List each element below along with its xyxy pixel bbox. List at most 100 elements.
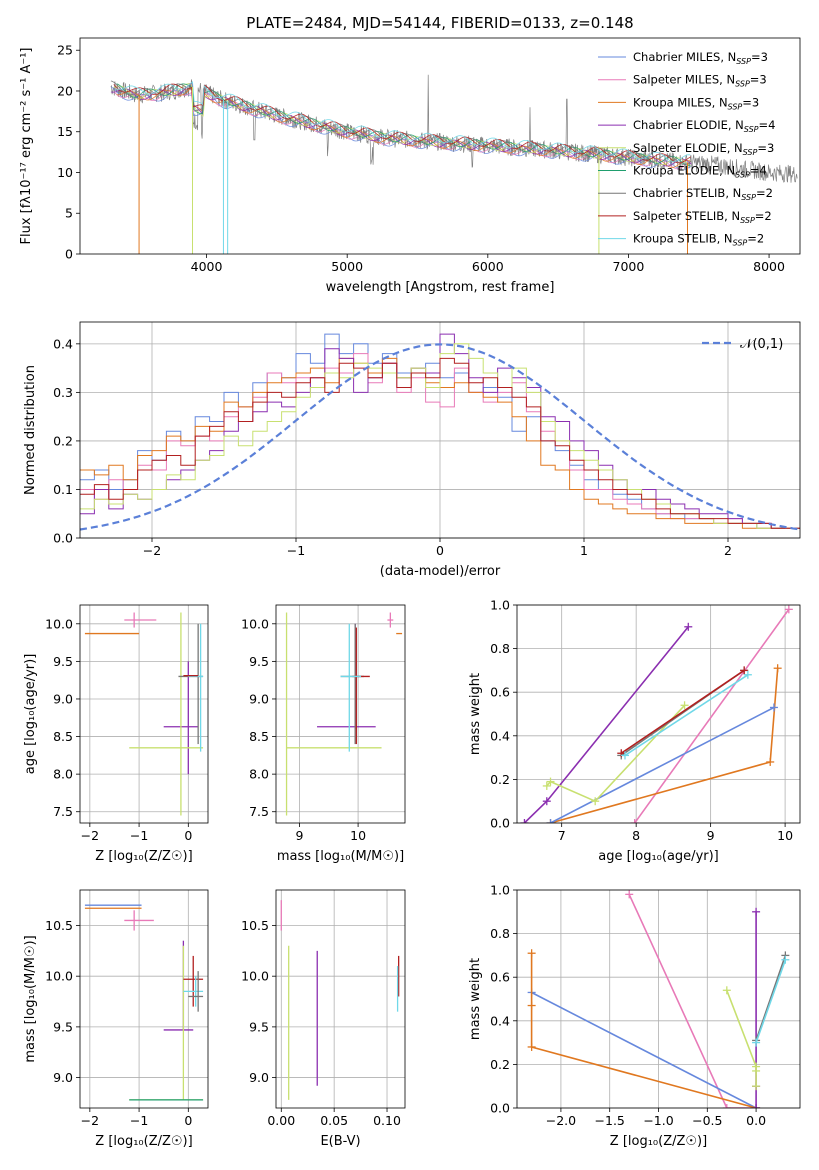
weight-series-line <box>550 706 775 823</box>
spectrum-model-line <box>113 83 692 167</box>
y-tick-label: 7.5 <box>249 804 269 819</box>
errorbar-point <box>178 623 204 745</box>
y-tick-label: 0.1 <box>53 482 73 497</box>
errorbar-point <box>188 623 204 752</box>
legend-entry: Kroupa STELIB, NSSP=2 <box>633 232 764 248</box>
y-tick-label: 9.5 <box>53 1019 73 1034</box>
x-tick-label: 0.0 <box>746 1113 766 1128</box>
x-tick-label: 0.05 <box>320 1113 348 1128</box>
weight-series-line <box>755 955 787 1041</box>
y-tick-label: 10.0 <box>45 969 73 984</box>
errorbar-point <box>340 623 364 745</box>
x-axis-label: E(B-V) <box>320 1134 360 1149</box>
y-tick-label: 10.0 <box>241 969 269 984</box>
legend-entry: Chabrier STELIB, NSSP=2 <box>633 186 773 202</box>
weight-marker <box>527 949 536 958</box>
errorbar-point <box>387 612 394 628</box>
weight-marker <box>542 781 551 790</box>
weight-marker <box>769 703 778 712</box>
mass-vs-ebv-plot-area <box>280 900 400 1100</box>
weight-marker <box>546 819 555 823</box>
weight-marker <box>527 1001 536 1010</box>
x-axis-label: Z [log₁₀(Z/Z☉)] <box>95 849 192 864</box>
y-tick-label: 0.3 <box>53 385 73 400</box>
axes-frame <box>516 889 801 1109</box>
histogram-series <box>80 357 800 529</box>
weight-marker <box>784 605 793 614</box>
x-tick-label: 8 <box>632 828 640 843</box>
errorbar-point <box>129 945 204 1101</box>
weight-marker <box>546 777 555 786</box>
mass-vs-ebv-panel: 0.00 0.05 0.10 9.0 9.5 10.0 10.5 E(B-V) <box>241 889 406 1149</box>
weight-series-line <box>620 669 745 754</box>
y-tick-label: 0.8 <box>490 641 510 656</box>
y-tick-label: 9.0 <box>249 691 269 706</box>
x-axis-label: age [log₁₀(age/yr)] <box>598 849 719 864</box>
errorbar-point <box>124 612 157 628</box>
y-tick-label: 10.5 <box>241 918 269 933</box>
y-tick-label: 7.5 <box>53 804 73 819</box>
x-tick-label: 9 <box>707 828 715 843</box>
x-axis-label: mass [log₁₀(M/M☉)] <box>277 849 404 864</box>
spectrum-model-line <box>116 83 691 167</box>
x-tick-label: 7 <box>558 828 566 843</box>
weight-marker <box>722 986 731 995</box>
y-tick-label: 20 <box>57 83 73 98</box>
spectrum-observed-line <box>110 74 798 183</box>
x-tick-label: 4000 <box>191 259 223 274</box>
weight-series-line <box>550 668 779 823</box>
y-axis-label: mass weight <box>468 958 483 1040</box>
y-tick-label: 0 <box>65 247 73 262</box>
y-tick-label: 9.0 <box>53 1070 73 1085</box>
figure-title: PLATE=2484, MJD=54144, FIBERID=0133, z=0… <box>246 14 633 32</box>
y-tick-label: 0.0 <box>490 816 510 831</box>
weight-series-line <box>726 990 757 1087</box>
spectrum-plot-area <box>110 74 798 254</box>
x-axis-label: wavelength [Angstrom, rest frame] <box>326 280 555 295</box>
errorbar-point <box>163 940 194 1031</box>
x-tick-label: 10 <box>350 828 366 843</box>
weight-marker <box>542 797 551 806</box>
y-tick-label: 25 <box>57 43 73 58</box>
age-vs-Z-plot-area <box>84 612 204 816</box>
weight-series-line <box>624 674 749 757</box>
legend-entry: Salpeter ELODIE, NSSP=3 <box>633 141 774 157</box>
spectrum-panel: 4000 5000 6000 7000 8000 0 5 10 15 20 25 wavelength… <box>19 37 801 295</box>
y-tick-label: 0.0 <box>490 1101 510 1116</box>
weight-marker <box>752 1104 761 1108</box>
weight-vs-Z-plot-area <box>527 890 790 1108</box>
errorbar-point <box>129 612 204 816</box>
weight-marker <box>740 666 749 675</box>
errorbar-point <box>285 612 382 816</box>
y-tick-label: 9.0 <box>249 1070 269 1085</box>
y-axis-label: mass weight <box>468 673 483 755</box>
y-tick-label: 15 <box>57 124 73 139</box>
x-tick-label: 9 <box>295 828 303 843</box>
y-tick-label: 10.0 <box>241 616 269 631</box>
y-tick-label: 0.4 <box>490 1013 510 1028</box>
weight-series-line <box>530 953 757 1108</box>
y-tick-label: 0.4 <box>490 728 510 743</box>
x-tick-label: −1.5 <box>595 1113 625 1128</box>
x-tick-label: 0 <box>184 828 192 843</box>
legend-entry: 𝒩(0,1) <box>740 337 783 352</box>
weight-series-line <box>628 894 757 1108</box>
y-axis-label: mass [log₁₀(M/M☉)] <box>23 935 38 1062</box>
normal-curve <box>80 343 800 531</box>
x-axis-label: Z [log₁₀(Z/Z☉)] <box>610 1134 707 1149</box>
weight-marker <box>591 797 600 806</box>
x-tick-label: 0.10 <box>373 1113 401 1128</box>
legend-entry: Salpeter MILES, NSSP=3 <box>633 73 767 89</box>
weight-marker <box>520 819 529 823</box>
x-tick-label: 0 <box>184 1113 192 1128</box>
errorbar-point <box>188 971 204 1012</box>
x-tick-label: −2 <box>143 543 161 558</box>
y-axis-label: age [log₁₀(age/yr)] <box>23 654 38 775</box>
errorbar-point <box>183 955 204 1007</box>
weight-marker <box>781 955 790 964</box>
y-tick-label: 9.5 <box>249 1019 269 1034</box>
x-tick-label: 7000 <box>613 259 645 274</box>
x-tick-label: −0.5 <box>692 1113 722 1128</box>
errorbar-point <box>183 976 204 1007</box>
weight-series-line <box>755 959 787 1043</box>
